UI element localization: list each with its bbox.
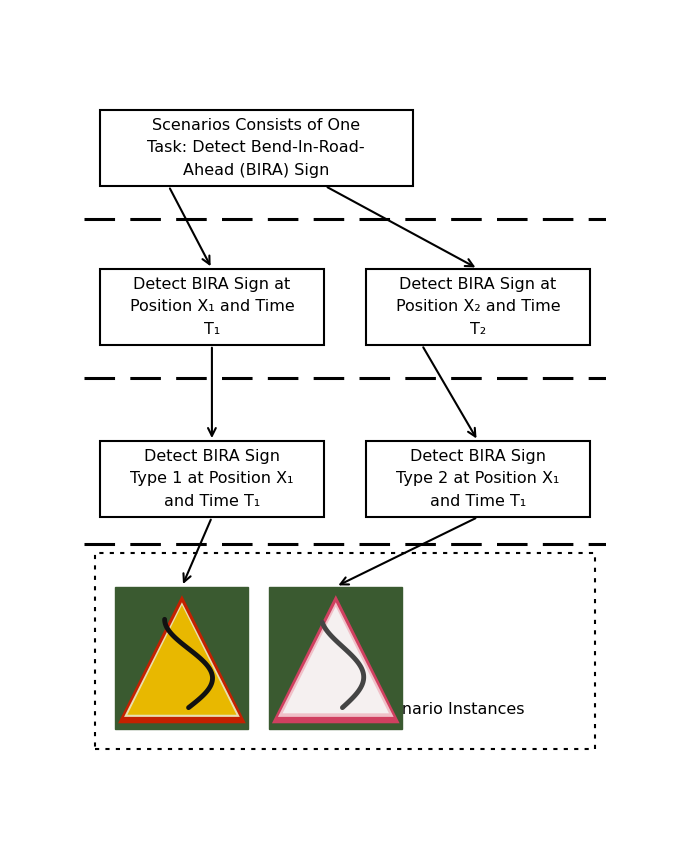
Polygon shape <box>127 605 236 715</box>
Text: Detect BIRA Sign at
Position X₁ and Time
T₁: Detect BIRA Sign at Position X₁ and Time… <box>129 277 294 336</box>
Text: Scenario Instances: Scenario Instances <box>374 702 525 716</box>
Bar <box>269 587 402 729</box>
Polygon shape <box>278 602 394 717</box>
Polygon shape <box>272 595 400 723</box>
Polygon shape <box>283 606 389 713</box>
Text: Detect BIRA Sign
Type 1 at Position X₁
and Time T₁: Detect BIRA Sign Type 1 at Position X₁ a… <box>130 449 293 509</box>
FancyBboxPatch shape <box>100 441 324 517</box>
Polygon shape <box>124 602 240 717</box>
FancyBboxPatch shape <box>366 268 590 345</box>
Text: Detect BIRA Sign
Type 2 at Position X₁
and Time T₁: Detect BIRA Sign Type 2 at Position X₁ a… <box>396 449 560 509</box>
FancyBboxPatch shape <box>366 441 590 517</box>
Text: Scenarios Consists of One
Task: Detect Bend-In-Road-
Ahead (BIRA) Sign: Scenarios Consists of One Task: Detect B… <box>147 118 365 178</box>
Text: Detect BIRA Sign at
Position X₂ and Time
T₂: Detect BIRA Sign at Position X₂ and Time… <box>396 277 560 336</box>
Polygon shape <box>118 595 246 723</box>
Bar <box>116 587 248 729</box>
FancyBboxPatch shape <box>100 268 324 345</box>
FancyBboxPatch shape <box>94 554 595 749</box>
FancyBboxPatch shape <box>100 110 413 186</box>
